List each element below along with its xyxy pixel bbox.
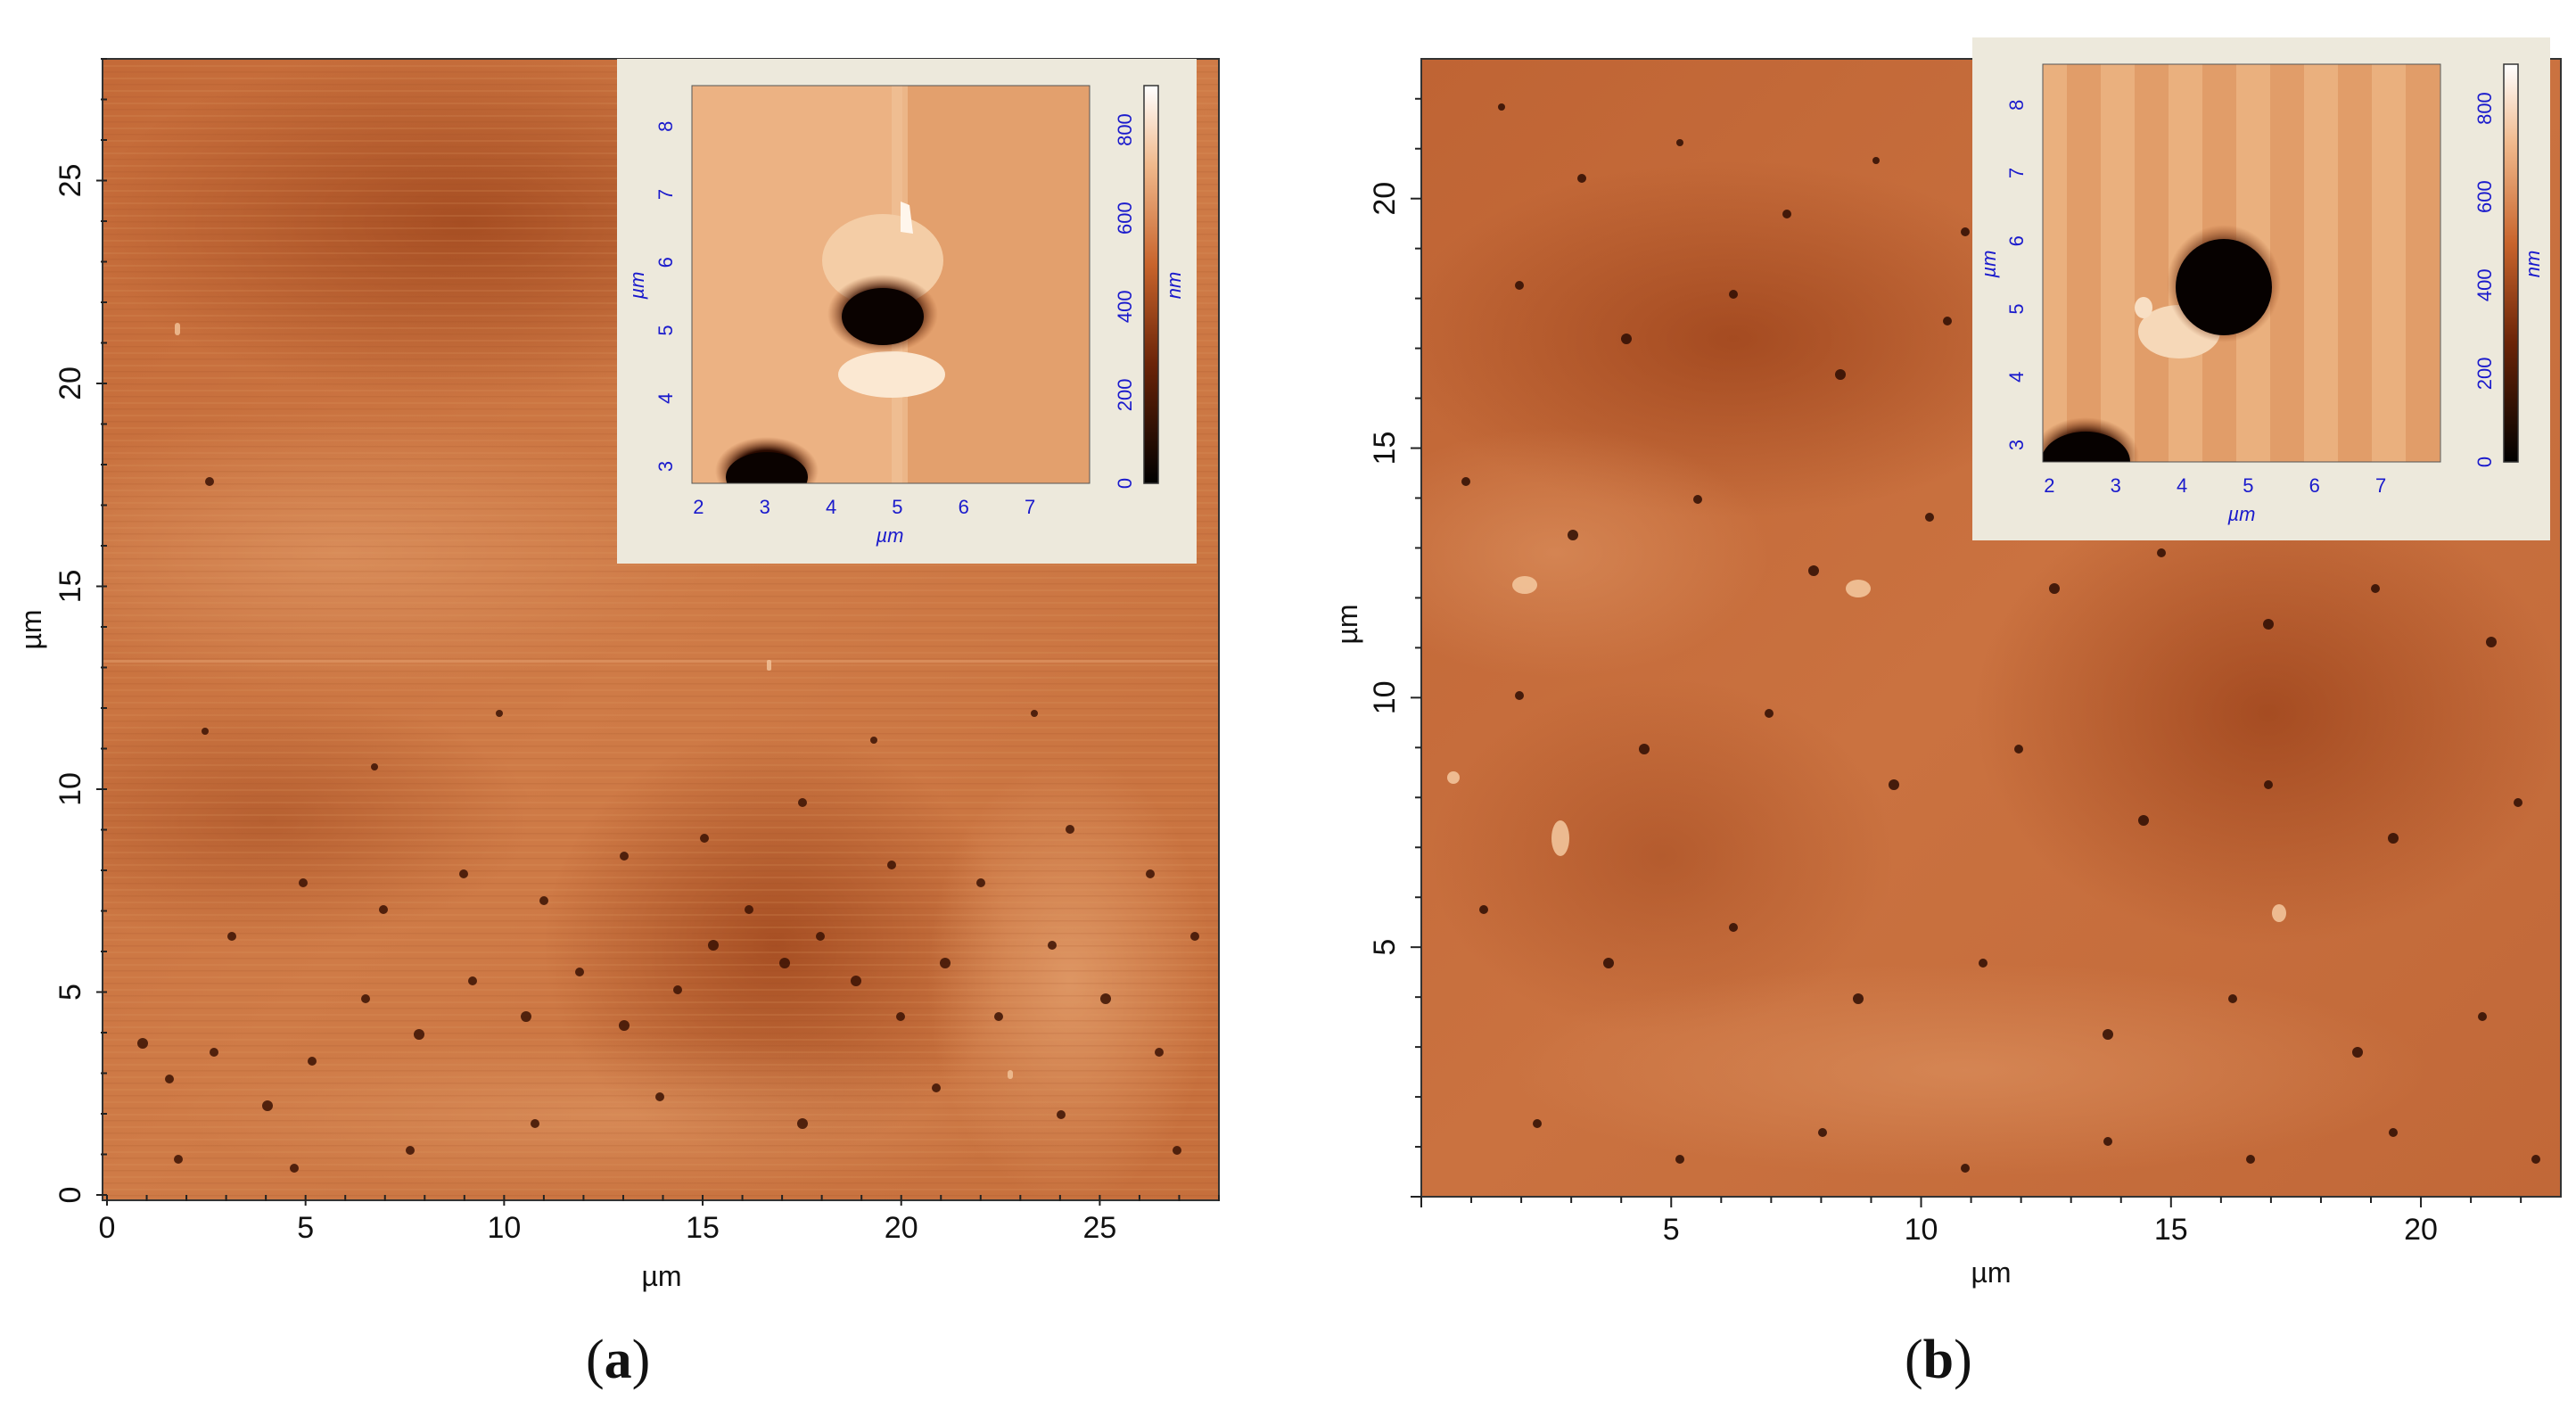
bright-specks-b — [1447, 576, 2286, 922]
inset-height-map-b — [2043, 64, 2440, 462]
inset-x-tick-label: 7 — [2375, 474, 2386, 497]
x-axis-b — [1420, 1197, 2523, 1207]
y-tick-label: 20 — [53, 367, 87, 400]
inset-b: 2 3 4 5 6 7 3 4 5 6 7 8 0 200 400 600 800 µm µm nm — [1972, 37, 2550, 540]
x-tick-label: 15 — [686, 1211, 720, 1245]
panel-b: 5 10 15 20 5 10 15 20 µm µm 2 3 4 5 6 7 3 4 5 6 7 8 0 200… — [1288, 0, 2575, 1425]
y-tick-labels-b: 5 10 15 20 — [1368, 182, 1402, 956]
y-tick-label: 5 — [1368, 939, 1402, 956]
inset-x-tick-label: 3 — [760, 496, 770, 518]
inset-height-map-a — [692, 86, 1090, 483]
x-tick-label: 20 — [885, 1211, 918, 1245]
inset-x-ticks-b: 2 3 4 5 6 7 — [2044, 474, 2386, 497]
y-axis-label-a: µm — [15, 609, 47, 649]
inset-x-tick-label: 6 — [2309, 474, 2320, 497]
caption-a-open: ( — [586, 1330, 605, 1390]
y-tick-label: 10 — [53, 772, 87, 806]
colorbar-tick-label: 800 — [2473, 92, 2496, 125]
inset-y-label-b: µm — [1978, 250, 2000, 278]
x-axis-label-b: µm — [1971, 1256, 2011, 1289]
inset-x-label-b: µm — [2226, 503, 2255, 525]
bright-specks-a — [175, 323, 1013, 1079]
x-tick-label: 5 — [297, 1211, 314, 1245]
y-axis-a — [96, 58, 107, 1196]
x-tick-label: 5 — [1663, 1213, 1680, 1247]
colorbar-tick-label: 0 — [2473, 457, 2496, 467]
inset-y-tick-label: 4 — [2005, 372, 2028, 383]
colorbar-a — [1143, 85, 1159, 484]
inset-x-tick-label: 3 — [2111, 474, 2121, 497]
inset-y-tick-label: 3 — [2005, 440, 2028, 450]
y-tick-label: 10 — [1368, 680, 1402, 714]
inset-x-tick-label: 5 — [2243, 474, 2253, 497]
colorbar-unit-b: nm — [2522, 251, 2544, 278]
y-tick-label: 20 — [1368, 182, 1402, 216]
inset-y-tick-label: 4 — [654, 393, 677, 404]
colorbar-tick-label: 600 — [1114, 202, 1136, 235]
inset-x-tick-label: 4 — [2177, 474, 2187, 497]
colorbar-tick-label: 200 — [1114, 379, 1136, 412]
inset-y-tick-label: 5 — [654, 325, 677, 335]
x-tick-label: 10 — [487, 1211, 521, 1245]
inset-x-ticks-a: 2 3 4 5 6 7 — [693, 496, 1035, 518]
colorbar-unit-a: nm — [1163, 272, 1185, 300]
inset-y-tick-label: 8 — [2005, 100, 2028, 111]
panel-a-figure: 0 5 10 15 20 25 0 5 10 15 20 25 µm µm 2 3 4 5 6 7 — [15, 58, 1220, 1292]
colorbar-tick-label: 800 — [1114, 113, 1136, 146]
colorbar-tick-label: 600 — [2473, 180, 2496, 213]
inset-y-ticks-a: 3 4 5 6 7 8 — [654, 121, 677, 472]
inset-x-label-a: µm — [875, 524, 903, 547]
y-tick-label: 5 — [53, 984, 87, 1001]
x-tick-label: 10 — [1905, 1213, 1938, 1247]
caption-b-open: ( — [1905, 1330, 1923, 1390]
colorbar-tick-label: 200 — [2473, 358, 2496, 391]
inset-y-tick-label: 7 — [654, 189, 677, 200]
panel-b-figure: 5 10 15 20 5 10 15 20 µm µm 2 3 4 5 6 7 3 4 5 6 7 8 0 200… — [1331, 37, 2562, 1289]
inset-x-tick-label: 2 — [693, 496, 704, 518]
x-tick-labels-a: 0 5 10 15 20 25 — [99, 1211, 1117, 1245]
caption-b-close: ) — [1954, 1330, 1972, 1390]
caption-b: (b) — [1905, 1329, 1972, 1392]
caption-a-letter: a — [604, 1330, 632, 1390]
caption-a-close: ) — [631, 1330, 651, 1390]
inset-x-tick-label: 4 — [826, 496, 836, 518]
y-tick-label: 15 — [53, 570, 87, 604]
inset-a: 2 3 4 5 6 7 3 4 5 6 7 8 0 200 400 600 800 µm µm nm — [617, 59, 1197, 564]
inset-y-tick-label: 8 — [654, 121, 677, 132]
y-tick-label: 25 — [53, 164, 87, 198]
inset-x-tick-label: 7 — [1025, 496, 1035, 518]
y-tick-label: 15 — [1368, 432, 1402, 465]
inset-y-tick-label: 5 — [2005, 303, 2028, 314]
y-axis-label-b: µm — [1331, 604, 1363, 644]
pits-a — [137, 477, 1199, 1173]
y-axis-b — [1411, 97, 1421, 1198]
x-axis-label-a: µm — [641, 1260, 681, 1292]
inset-y-tick-label: 6 — [2005, 235, 2028, 246]
x-tick-label: 0 — [99, 1211, 116, 1245]
x-axis-a — [106, 1195, 1220, 1206]
colorbar-tick-label: 0 — [1114, 478, 1136, 489]
x-tick-label: 15 — [2154, 1213, 2188, 1247]
inset-x-tick-label: 6 — [959, 496, 969, 518]
colorbar-ticks-a: 0 200 400 600 800 — [1114, 113, 1136, 489]
inset-x-tick-label: 2 — [2044, 474, 2054, 497]
panel-a: 0 5 10 15 20 25 0 5 10 15 20 25 µm µm 2 3 4 5 6 7 — [15, 58, 1220, 1392]
inset-y-ticks-b: 3 4 5 6 7 8 — [2005, 100, 2028, 450]
inset-y-label-a: µm — [626, 271, 648, 300]
colorbar-b — [2503, 63, 2519, 463]
y-tick-labels-a: 0 5 10 15 20 25 — [53, 164, 87, 1204]
inset-y-tick-label: 7 — [2005, 168, 2028, 178]
caption-a: (a) — [586, 1329, 650, 1392]
inset-y-tick-label: 6 — [654, 257, 677, 268]
colorbar-tick-label: 400 — [1114, 290, 1136, 323]
y-tick-label: 0 — [53, 1187, 87, 1204]
caption-b-letter: b — [1922, 1330, 1955, 1390]
colorbar-tick-label: 400 — [2473, 268, 2496, 301]
inset-y-tick-label: 3 — [654, 461, 677, 472]
x-tick-label: 20 — [2404, 1213, 2438, 1247]
x-tick-label: 25 — [1082, 1211, 1116, 1245]
colorbar-ticks-b: 0 200 400 600 800 — [2473, 92, 2496, 467]
x-tick-labels-b: 5 10 15 20 — [1663, 1213, 2438, 1247]
inset-x-tick-label: 5 — [892, 496, 902, 518]
